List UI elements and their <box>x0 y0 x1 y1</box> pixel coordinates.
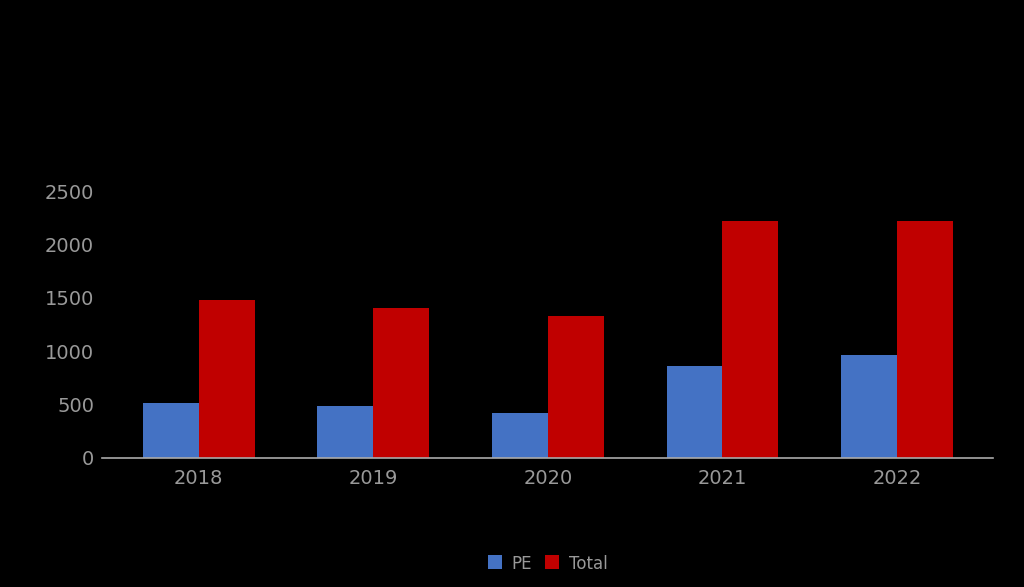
Bar <box>143 403 199 458</box>
Bar <box>374 308 429 458</box>
Bar <box>492 413 548 458</box>
Bar <box>841 355 897 458</box>
Bar <box>667 366 722 458</box>
Bar <box>548 316 604 458</box>
Bar <box>199 300 255 458</box>
Bar <box>317 406 374 458</box>
Bar <box>722 221 778 458</box>
Legend: PE, Total: PE, Total <box>481 548 614 580</box>
Bar <box>897 221 952 458</box>
